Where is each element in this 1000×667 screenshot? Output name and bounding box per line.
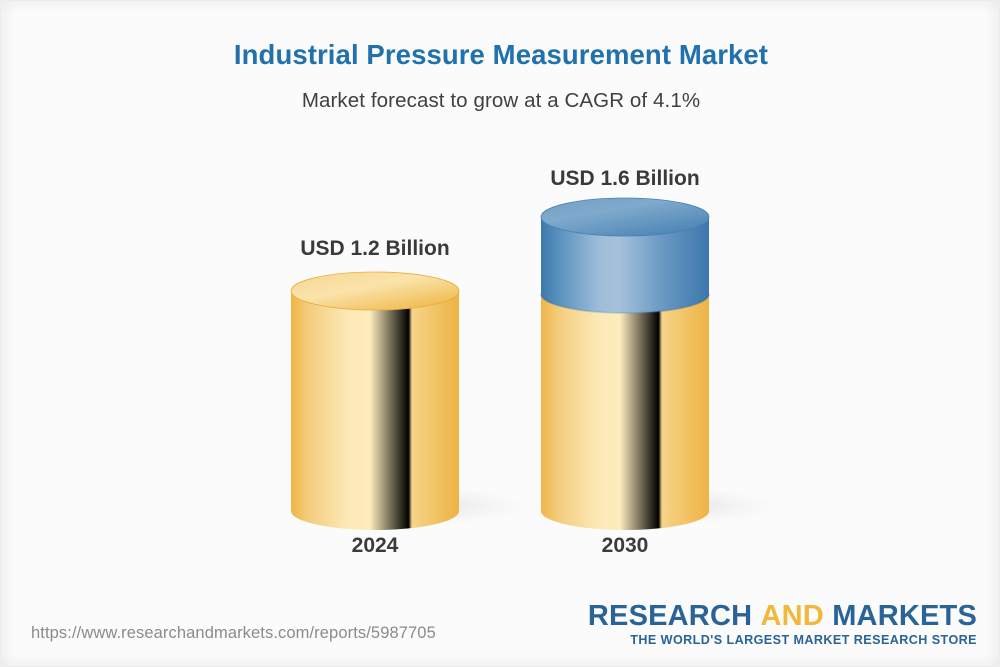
research-and-markets-logo[interactable]: RESEARCH AND MARKETS THE WORLD'S LARGEST… — [588, 601, 977, 648]
value-label-2024: USD 1.2 Billion — [300, 237, 450, 260]
bar-2030-segment-growth — [541, 217, 709, 313]
bar-2030-segment-base — [541, 294, 709, 530]
bar-2030-segment-seam — [540, 293, 710, 314]
category-label-2030: 2030 — [601, 534, 649, 557]
bar-2024[interactable] — [290, 271, 460, 530]
logo-word-markets: MARKETS — [832, 600, 977, 632]
value-label-2030: USD 1.6 Billion — [550, 167, 700, 190]
logo-wordmark: RESEARCH AND MARKETS — [588, 601, 977, 631]
category-label-2024: 2024 — [351, 534, 399, 557]
bar-2030-top-cap — [540, 197, 710, 237]
logo-word-and: AND — [760, 600, 824, 632]
chart-subtitle: Market forecast to grow at a CAGR of 4.1… — [301, 89, 701, 112]
logo-word-research: RESEARCH — [587, 600, 753, 632]
chart-title: Industrial Pressure Measurement Market — [233, 39, 769, 70]
bar-2030[interactable] — [540, 197, 710, 530]
source-url[interactable]: https://www.researchandmarkets.com/repor… — [31, 624, 436, 642]
bar-2024-body — [291, 291, 459, 530]
bar-2024-top-cap — [290, 271, 460, 311]
logo-tagline: THE WORLD'S LARGEST MARKET RESEARCH STOR… — [630, 633, 977, 648]
